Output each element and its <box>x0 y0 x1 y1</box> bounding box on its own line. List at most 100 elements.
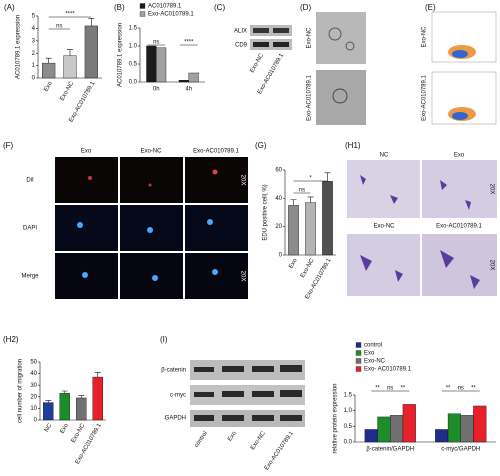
band <box>253 42 269 47</box>
error-bar <box>307 196 314 203</box>
error-bar <box>45 399 52 403</box>
y-tick-label: 1.0 <box>129 44 138 50</box>
y-tick-label: 1.0 <box>344 408 353 414</box>
blot <box>190 360 305 380</box>
transwell-image <box>347 234 420 296</box>
bands <box>194 365 302 421</box>
y-axis-label: AC010789.1 expression <box>16 15 22 79</box>
y-tick-label: 0 <box>279 253 283 259</box>
panel-label: (H2) <box>3 335 19 344</box>
lane-label: Exo-AC010789.1 <box>264 430 296 471</box>
transwell-image <box>422 234 497 296</box>
panel-label: (G) <box>255 141 267 150</box>
panel-label: (D) <box>300 3 311 12</box>
bar <box>435 429 449 443</box>
cell <box>152 275 158 281</box>
y-tick-label: 0.5 <box>129 62 138 68</box>
x-tick-label: Exo <box>288 257 299 270</box>
y-tick-label: 1 <box>32 63 36 69</box>
cell <box>148 183 152 187</box>
panel-label: (H1) <box>345 141 361 150</box>
y-tick-label: 5 <box>32 14 36 20</box>
bar <box>76 397 87 421</box>
error-bar <box>324 172 331 182</box>
error-bar <box>290 199 297 206</box>
y-tick-label: 0.0 <box>344 440 353 446</box>
significance: * <box>309 176 312 182</box>
legend-swatch <box>355 342 362 348</box>
bar <box>156 47 167 83</box>
cell <box>212 169 218 175</box>
bar <box>447 413 461 443</box>
column-label: Exo <box>81 149 92 155</box>
y-tick-label: 50 <box>30 360 37 366</box>
lane-label: Exo-NC <box>249 52 265 74</box>
y-tick-label: 3 <box>32 38 36 44</box>
band <box>253 28 269 33</box>
bar <box>146 45 157 83</box>
legend-swatch <box>139 11 146 17</box>
row-label: β-catenin <box>161 368 186 374</box>
y-tick-label: 60 <box>275 168 282 174</box>
legend-swatch <box>355 358 362 364</box>
row-label: ALIX <box>234 29 247 35</box>
significance: **** <box>184 40 194 46</box>
bar <box>59 393 70 421</box>
bar <box>188 72 199 83</box>
row-label: DAPI <box>23 226 37 232</box>
significance: ns <box>153 40 159 46</box>
x-tick-label: NC <box>44 422 54 433</box>
lane-label: Exo-NC <box>250 430 267 451</box>
y-axis-label: EDU positive cell( %) <box>263 184 269 240</box>
y-tick-label: 4 <box>32 26 36 32</box>
bar <box>377 416 391 443</box>
legend-label: AC010789.1 <box>148 4 182 10</box>
significance: ns <box>299 188 305 194</box>
bar <box>42 62 56 79</box>
error-bar <box>78 395 85 398</box>
x-tick-label: c-myc/GAPDH <box>441 447 480 453</box>
y-tick-label: 0.0 <box>129 80 138 86</box>
significance: ** <box>401 386 406 392</box>
legend-swatch <box>355 350 362 356</box>
panel-label: (A) <box>4 3 15 12</box>
bar <box>63 55 77 79</box>
y-tick-label: 2 <box>32 51 36 57</box>
row-label: CD9 <box>235 43 248 49</box>
x-tick-label: 0h <box>153 87 160 93</box>
magnification: 20X <box>488 184 494 195</box>
x-tick-label: Exo-NC <box>59 80 75 102</box>
legend-label: Exo-NC <box>364 359 386 365</box>
magnification: 20X <box>488 260 494 271</box>
legend-label: Exo <box>364 351 375 357</box>
y-tick-label: 1.5 <box>129 26 138 32</box>
image <box>185 157 248 203</box>
image <box>55 157 118 203</box>
x-tick-label: 4h <box>185 87 192 93</box>
cell <box>77 222 83 228</box>
lane-label: Exo <box>227 430 238 442</box>
significance: ns <box>387 386 393 392</box>
row-label: Exo-AC010789.1 <box>422 74 428 120</box>
row-label: DiI <box>26 178 34 184</box>
panel-label: (F) <box>3 141 14 150</box>
x-tick-label: Exo <box>59 422 70 435</box>
blot <box>250 39 292 50</box>
nta-cloud <box>452 50 468 58</box>
vesicle <box>332 88 348 104</box>
bar <box>473 405 487 443</box>
x-tick-label: Exo <box>43 80 54 93</box>
y-tick-label: 0 <box>32 76 36 82</box>
row-label: Exo-NC <box>422 26 428 48</box>
bar <box>390 415 404 443</box>
cell <box>212 269 218 275</box>
bar <box>92 376 103 421</box>
legend-swatch <box>355 366 362 372</box>
y-axis-label: cell number of migration <box>18 359 24 423</box>
magnification: 20X <box>239 175 245 186</box>
group-label: NC <box>380 153 389 159</box>
row-label: Exo-NC <box>307 27 313 49</box>
bar <box>178 79 189 83</box>
fluorescence-grid <box>55 157 248 299</box>
